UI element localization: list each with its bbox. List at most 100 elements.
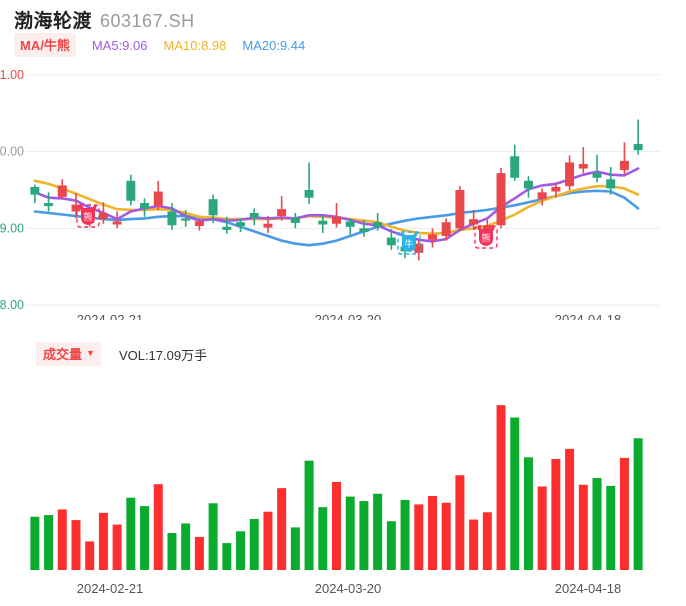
volume-bar[interactable] [290,527,300,570]
volume-bar[interactable] [578,484,588,570]
candlestick[interactable] [606,167,616,195]
volume-bar[interactable] [263,511,273,570]
volume-bar[interactable] [277,488,287,570]
volume-bar[interactable] [112,524,122,570]
volume-bar[interactable] [373,493,383,570]
volume-bar[interactable] [619,457,629,570]
volume-bar[interactable] [441,502,451,570]
volume-bar[interactable] [427,496,437,570]
candlestick[interactable] [633,119,643,155]
volume-bar[interactable] [222,543,232,570]
volume-bar[interactable] [249,518,259,570]
volume-bar[interactable] [414,504,424,570]
candlestick[interactable] [386,229,396,250]
bull-signal-marker[interactable]: 牛 [397,231,421,255]
candlestick[interactable] [71,193,81,219]
volume-bar[interactable] [208,503,218,570]
volume-bar[interactable] [455,475,465,570]
volume-indicator-badge[interactable]: 成交量 ▼ [36,342,101,366]
volume-chart[interactable]: 2024-02-21 2024-03-20 2024-04-18 [0,360,686,606]
volume-bar[interactable] [482,512,492,570]
candlestick[interactable] [441,218,451,241]
volume-bar[interactable] [57,509,67,570]
volume-bar[interactable] [236,531,246,570]
volume-bar[interactable] [606,485,616,570]
volume-bar[interactable] [565,448,575,570]
volume-chart-pane[interactable]: 2024-02-21 2024-03-20 2024-04-18 [0,360,686,606]
candlestick[interactable] [167,203,177,230]
candlestick[interactable] [98,202,108,224]
chevron-down-icon[interactable]: ▼ [86,348,95,358]
candlestick[interactable] [373,213,383,231]
candlestick[interactable] [112,211,122,229]
volume-bar[interactable] [167,533,177,570]
candlestick[interactable] [181,209,191,227]
candlestick[interactable] [345,218,355,235]
marker-label: 牛 [404,238,413,249]
candlestick[interactable] [44,192,54,212]
volume-bar[interactable] [469,519,479,570]
candlestick[interactable] [565,155,575,191]
candlestick[interactable] [496,167,506,229]
volume-bar[interactable] [400,499,410,570]
candlestick[interactable] [153,180,163,210]
candlestick[interactable] [30,184,40,204]
volume-bar[interactable] [359,501,369,570]
candlestick[interactable] [455,186,465,232]
volume-bar[interactable] [71,520,81,570]
candlestick[interactable] [126,174,136,206]
price-chart-pane[interactable]: 11.00 10.00 9.00 8.00 熊牛 熊 2024-02-21 2024-03-2… [0,60,686,320]
volume-bar[interactable] [510,417,520,570]
candlestick[interactable] [222,216,232,234]
candlestick[interactable] [592,154,602,183]
candlestick[interactable] [208,194,218,223]
volume-bar[interactable] [140,506,150,570]
candlestick-chart[interactable]: 11.00 10.00 9.00 8.00 熊牛 熊 2024-02-21 2024-03-2… [0,60,686,320]
candlestick[interactable] [578,147,588,174]
volume-bar[interactable] [633,438,643,570]
candlestick[interactable] [537,188,547,206]
volume-bar[interactable] [126,497,136,570]
volume-bar[interactable] [304,460,314,570]
candlestick[interactable] [551,182,561,198]
candlestick[interactable] [263,216,273,233]
candlestick[interactable] [332,203,341,228]
candle-body [592,173,602,178]
candlestick[interactable] [277,196,287,221]
volume-bar[interactable] [194,536,204,570]
candle-body [565,162,575,187]
candlestick[interactable] [304,162,314,204]
candlestick[interactable] [140,198,150,217]
volume-bar[interactable] [345,496,355,570]
bear-signal-marker[interactable]: 熊 [76,204,100,228]
volume-bar[interactable] [386,521,396,570]
candlestick[interactable] [318,215,328,233]
candlestick[interactable] [619,142,629,175]
candlestick[interactable] [359,219,369,237]
volume-bar[interactable] [318,507,328,570]
candlestick[interactable] [427,228,437,248]
volume-bar[interactable] [496,405,506,570]
ma-indicator-badge[interactable]: MA/牛熊 [14,33,76,57]
candlestick[interactable] [414,240,424,261]
volume-bar[interactable] [332,481,341,570]
volume-bar[interactable] [592,478,602,570]
candlestick[interactable] [194,218,204,231]
volume-bar[interactable] [85,541,95,570]
candlestick[interactable] [469,209,479,230]
volume-bar[interactable] [44,515,54,570]
candlestick[interactable] [290,213,300,229]
volume-bar[interactable] [551,459,561,570]
volume-bar[interactable] [523,457,533,570]
volume-bar[interactable] [98,512,108,570]
candlestick[interactable] [510,144,520,181]
volume-bar[interactable] [30,516,40,570]
candlestick[interactable] [236,218,246,233]
candlestick[interactable] [523,176,533,198]
volume-bar[interactable] [537,486,547,570]
bear-signal-marker[interactable]: 熊 [474,225,498,249]
candlestick[interactable] [57,179,67,199]
candlestick[interactable] [249,208,259,226]
volume-bar[interactable] [153,484,163,570]
volume-bar[interactable] [181,523,191,570]
